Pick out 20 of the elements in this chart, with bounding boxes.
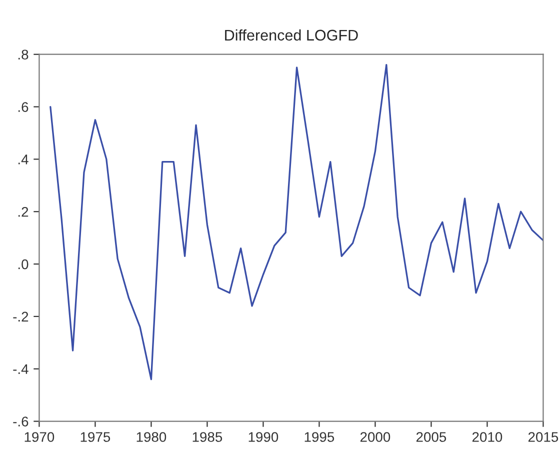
x-tick-label: 2000 bbox=[360, 432, 390, 442]
x-tick-label: 2010 bbox=[472, 432, 502, 442]
y-tick-label: .0 bbox=[18, 259, 28, 270]
y-tick-label: .8 bbox=[18, 50, 28, 60]
chart-title: Differenced LOGFD bbox=[225, 29, 358, 41]
x-tick-label: 1970 bbox=[24, 432, 54, 442]
x-tick-label: 1985 bbox=[192, 432, 222, 442]
x-tick-label: 1980 bbox=[136, 432, 166, 442]
y-tick-label: -.6 bbox=[13, 416, 28, 426]
x-tick-label: 1995 bbox=[304, 432, 334, 442]
x-tick-label: 1990 bbox=[248, 432, 278, 442]
y-tick-label: -.2 bbox=[13, 312, 28, 322]
x-tick-label: 2005 bbox=[416, 432, 446, 442]
y-tick-label: .4 bbox=[18, 154, 28, 164]
y-tick-label: -.4 bbox=[13, 364, 28, 374]
x-tick-label: 1975 bbox=[80, 432, 110, 442]
y-tick-label: .2 bbox=[18, 206, 28, 217]
x-tick-label: 2015 bbox=[528, 432, 558, 442]
line-series bbox=[50, 64, 544, 380]
y-tick-label: .6 bbox=[18, 102, 28, 112]
